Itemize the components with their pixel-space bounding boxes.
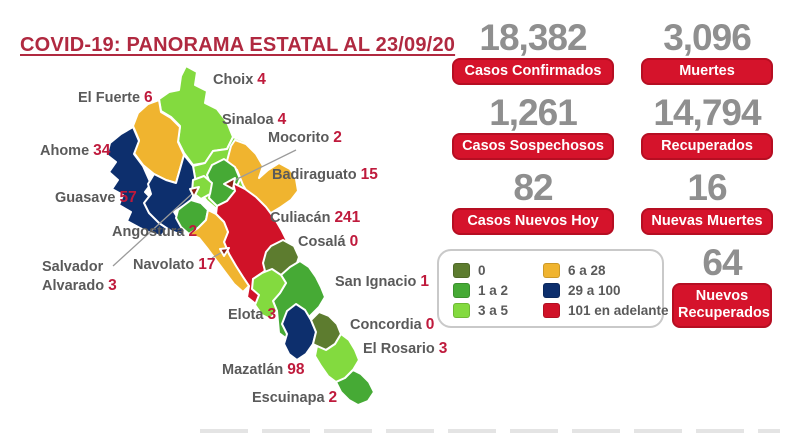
- stat-confirmed-badge: Casos Confirmados: [452, 58, 614, 86]
- map-label-culiacan: Culiacán 241: [270, 209, 361, 226]
- region-mazatlan: [281, 303, 317, 361]
- map-label-ahome: Ahome 34: [40, 142, 111, 159]
- map-label-choix: Choix 4: [213, 71, 266, 88]
- legend-swatch-101-plus: [543, 302, 560, 318]
- map-label-badiraguato: Badiraguato 15: [272, 166, 378, 183]
- legend-swatch-1-2: [453, 282, 470, 298]
- stat-suspected-number: 1,261: [489, 92, 578, 133]
- leader-line-salvador-alvarado: [112, 191, 195, 267]
- cropped-source-strip: [200, 429, 780, 433]
- map-label-salvador-alvarado: Salvador Alvarado 3: [42, 259, 117, 295]
- legend-item-29-100: 29 a 100: [543, 280, 669, 300]
- region-navolato: [188, 209, 250, 293]
- map-label-elota: Elota 3: [228, 306, 277, 323]
- legend-swatch-29-100: [543, 282, 560, 298]
- stat-new-recovered-badge: Nuevos Recuperados: [672, 283, 772, 328]
- legend-item-1-2: 1 a 2: [453, 280, 539, 300]
- region-escuinapa: [335, 369, 375, 406]
- page-title: COVID-19: PANORAMA ESTATAL AL 23/09/20: [20, 34, 456, 56]
- stat-new-deaths-badge: Nuevas Muertes: [641, 208, 773, 236]
- stat-deaths-badge: Muertes: [641, 58, 773, 86]
- legend-item-6-28: 6 a 28: [543, 260, 669, 280]
- region-el-rosario: [314, 333, 360, 383]
- map-label-san-ignacio: San Ignacio 1: [335, 273, 430, 290]
- map-label-mocorito: Mocorito 2: [268, 129, 342, 146]
- legend-swatch-6-28: [543, 262, 560, 278]
- leader-arrow-mocorito: [223, 177, 236, 190]
- region-elota: [251, 268, 287, 320]
- map-label-escuinapa: Escuinapa 2: [252, 389, 338, 406]
- stat-confirmed-number: 18,382: [479, 17, 587, 58]
- legend-item-0: 0: [453, 260, 539, 280]
- legend-item-101-plus: 101 en adelante: [543, 300, 669, 320]
- map-label-sinaloa: Sinaloa 4: [222, 111, 287, 128]
- leader-arrow-navolato: [219, 247, 230, 257]
- legend-swatch-3-5: [453, 302, 470, 318]
- stat-new-recovered: 64 Nuevos Recuperados: [672, 242, 772, 328]
- map-label-concordia: Concordia 0: [350, 316, 435, 333]
- map-label-guasave: Guasave 57: [55, 189, 137, 206]
- stat-new-recovered-number: 64: [702, 242, 742, 283]
- legend-item-3-5: 3 a 5: [453, 300, 539, 320]
- stat-new-today-number: 82: [513, 167, 553, 208]
- map-label-el-fuerte: El Fuerte 6: [78, 89, 153, 106]
- leader-arrow-salvador-alvarado: [189, 186, 200, 198]
- stat-deaths-number: 3,096: [663, 17, 752, 58]
- stat-deaths: 3,096 Muertes: [641, 17, 773, 86]
- stat-new-today-badge: Casos Nuevos Hoy: [452, 208, 614, 236]
- map-color-legend: 0 1 a 2 3 a 5 6 a 28 29 a 100 101 en ade…: [437, 249, 669, 328]
- stat-recovered-badge: Recuperados: [641, 133, 773, 161]
- stat-suspected: 1,261 Casos Sospechosos: [452, 92, 614, 161]
- stat-new-deaths: 16 Nuevas Muertes: [641, 167, 773, 236]
- stat-new-today: 82 Casos Nuevos Hoy: [452, 167, 614, 236]
- legend-swatch-0: [453, 262, 470, 278]
- map-label-navolato: Navolato 17: [133, 256, 216, 273]
- stat-recovered: 14,794 Recuperados: [641, 92, 773, 161]
- map-label-el-rosario: El Rosario 3: [363, 340, 448, 357]
- stat-confirmed: 18,382 Casos Confirmados: [452, 17, 614, 86]
- stat-suspected-badge: Casos Sospechosos: [452, 133, 614, 161]
- map-label-cosala: Cosalá 0: [298, 233, 359, 250]
- map-label-mazatlan: Mazatlán 98: [222, 361, 305, 378]
- leader-line-mocorito: [232, 149, 297, 182]
- map-label-angostura: Angostura 2: [112, 223, 198, 240]
- stat-recovered-number: 14,794: [653, 92, 761, 133]
- stat-new-deaths-number: 16: [687, 167, 727, 208]
